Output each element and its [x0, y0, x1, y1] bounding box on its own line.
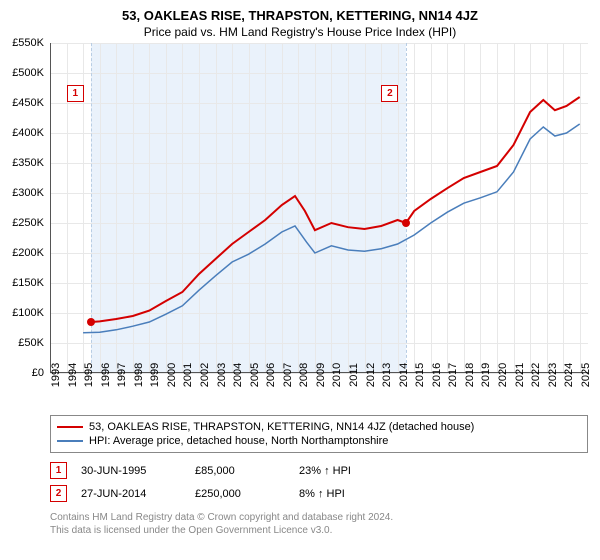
x-tick-label: 2011: [348, 363, 360, 387]
transaction-price: £85,000: [195, 465, 285, 477]
legend-swatch: [57, 440, 83, 442]
y-axis: £0£50K£100K£150K£200K£250K£300K£350K£400…: [0, 43, 48, 373]
x-tick-label: 2018: [464, 363, 476, 387]
x-tick-label: 2014: [398, 363, 410, 387]
legend-label: HPI: Average price, detached house, Nort…: [89, 435, 388, 447]
y-tick-label: £350K: [12, 157, 44, 169]
x-tick-label: 2023: [547, 363, 559, 387]
x-tick-label: 2002: [199, 363, 211, 387]
y-tick-label: £400K: [12, 127, 44, 139]
x-tick-label: 2024: [563, 363, 575, 387]
y-tick-label: £50K: [18, 337, 44, 349]
x-tick-label: 1994: [67, 363, 79, 387]
legend-swatch: [57, 426, 83, 428]
x-tick-label: 2020: [497, 363, 509, 387]
y-tick-label: £200K: [12, 247, 44, 259]
transaction-badge: 1: [67, 85, 84, 102]
y-tick-label: £250K: [12, 217, 44, 229]
x-tick-label: 2010: [331, 363, 343, 387]
chart-area: £0£50K£100K£150K£200K£250K£300K£350K£400…: [50, 43, 588, 373]
chart-subtitle: Price paid vs. HM Land Registry's House …: [0, 23, 600, 43]
y-tick-label: £500K: [12, 67, 44, 79]
x-tick-label: 2003: [216, 363, 228, 387]
transaction-row: 2 27-JUN-2014 £250,000 8% ↑ HPI: [50, 482, 588, 505]
x-tick-label: 2001: [182, 363, 194, 387]
transaction-badge: 2: [381, 85, 398, 102]
transaction-marker: [402, 219, 410, 227]
x-tick-label: 1998: [133, 363, 145, 387]
x-tick-label: 2006: [265, 363, 277, 387]
transaction-table: 1 30-JUN-1995 £85,000 23% ↑ HPI 2 27-JUN-2014…: [50, 459, 588, 505]
y-tick-label: £450K: [12, 97, 44, 109]
chart-title: 53, OAKLEAS RISE, THRAPSTON, KETTERING, …: [0, 0, 600, 23]
x-tick-label: 2005: [249, 363, 261, 387]
x-tick-label: 1999: [149, 363, 161, 387]
legend-row: 53, OAKLEAS RISE, THRAPSTON, KETTERING, …: [57, 420, 581, 434]
x-tick-label: 2012: [365, 363, 377, 387]
footer-line1: Contains HM Land Registry data © Crown c…: [50, 511, 588, 524]
legend-row: HPI: Average price, detached house, Nort…: [57, 434, 581, 448]
footer-attribution: Contains HM Land Registry data © Crown c…: [50, 511, 588, 537]
y-tick-label: £100K: [12, 307, 44, 319]
x-tick-label: 2009: [315, 363, 327, 387]
series-paid: [91, 97, 579, 322]
x-tick-label: 2000: [166, 363, 178, 387]
chart-container: 53, OAKLEAS RISE, THRAPSTON, KETTERING, …: [0, 0, 600, 560]
x-tick-label: 1997: [116, 363, 128, 387]
transaction-date: 27-JUN-2014: [81, 488, 181, 500]
x-tick-label: 2013: [381, 363, 393, 387]
x-tick-label: 2021: [514, 363, 526, 387]
footer-line2: This data is licensed under the Open Gov…: [50, 524, 588, 537]
x-axis: 1993199419951996199719981999200020012002…: [50, 373, 588, 409]
legend-label: 53, OAKLEAS RISE, THRAPSTON, KETTERING, …: [89, 421, 474, 433]
transaction-delta: 8% ↑ HPI: [299, 488, 345, 500]
y-tick-label: £550K: [12, 37, 44, 49]
transaction-marker: [87, 318, 95, 326]
x-tick-label: 2019: [480, 363, 492, 387]
series-svg: [50, 43, 588, 373]
transaction-row-badge: 2: [50, 485, 67, 502]
transaction-row: 1 30-JUN-1995 £85,000 23% ↑ HPI: [50, 459, 588, 482]
x-tick-label: 2017: [447, 363, 459, 387]
x-tick-label: 1996: [100, 363, 112, 387]
x-tick-label: 2008: [298, 363, 310, 387]
y-tick-label: £300K: [12, 187, 44, 199]
x-tick-label: 1995: [83, 363, 95, 387]
y-tick-label: £0: [32, 367, 44, 379]
x-tick-label: 2004: [232, 363, 244, 387]
transaction-price: £250,000: [195, 488, 285, 500]
x-tick-label: 2007: [282, 363, 294, 387]
transaction-delta: 23% ↑ HPI: [299, 465, 351, 477]
transaction-date: 30-JUN-1995: [81, 465, 181, 477]
y-tick-label: £150K: [12, 277, 44, 289]
legend: 53, OAKLEAS RISE, THRAPSTON, KETTERING, …: [50, 415, 588, 453]
plot-area: 12: [50, 43, 588, 373]
x-tick-label: 2022: [530, 363, 542, 387]
x-tick-label: 2015: [414, 363, 426, 387]
transaction-row-badge: 1: [50, 462, 67, 479]
x-tick-label: 2016: [431, 363, 443, 387]
x-tick-label: 1993: [50, 363, 62, 387]
x-tick-label: 2025: [580, 363, 592, 387]
